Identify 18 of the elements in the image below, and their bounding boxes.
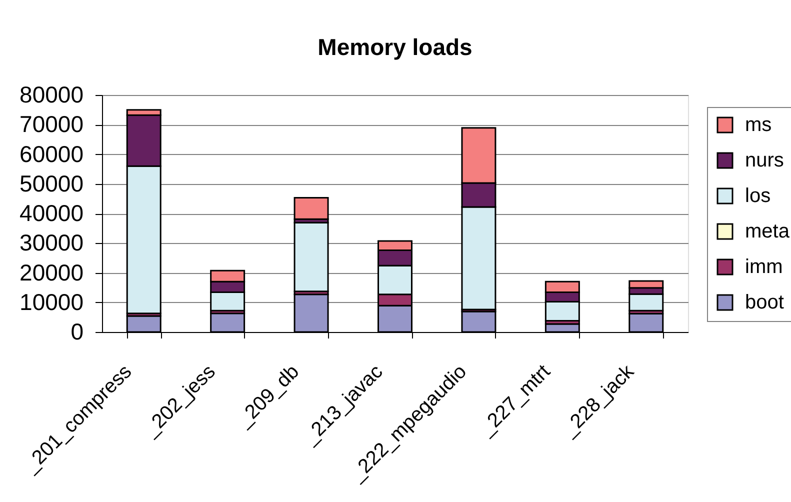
y-tick-label: 80000 bbox=[20, 82, 84, 108]
y-tick-label: 40000 bbox=[20, 200, 84, 226]
y-tick-label: 60000 bbox=[20, 140, 84, 167]
y-tick-label: 70000 bbox=[20, 111, 84, 138]
legend-label: imm bbox=[745, 256, 783, 278]
y-tick-label: 30000 bbox=[20, 230, 84, 256]
y-tick-label: 50000 bbox=[20, 170, 84, 196]
legend-label: ms bbox=[745, 114, 772, 136]
y-tick-label: 10000 bbox=[20, 288, 84, 315]
legend-label: los bbox=[745, 185, 771, 207]
legend-label: nurs bbox=[745, 150, 784, 172]
y-tick-label: 20000 bbox=[20, 259, 84, 286]
legend-label: boot bbox=[745, 292, 784, 314]
y-tick-label: 0 bbox=[70, 318, 84, 344]
bar bbox=[294, 197, 329, 220]
chart-title: Memory loads bbox=[318, 34, 472, 60]
legend-label: meta bbox=[745, 220, 790, 242]
bar bbox=[294, 222, 329, 292]
